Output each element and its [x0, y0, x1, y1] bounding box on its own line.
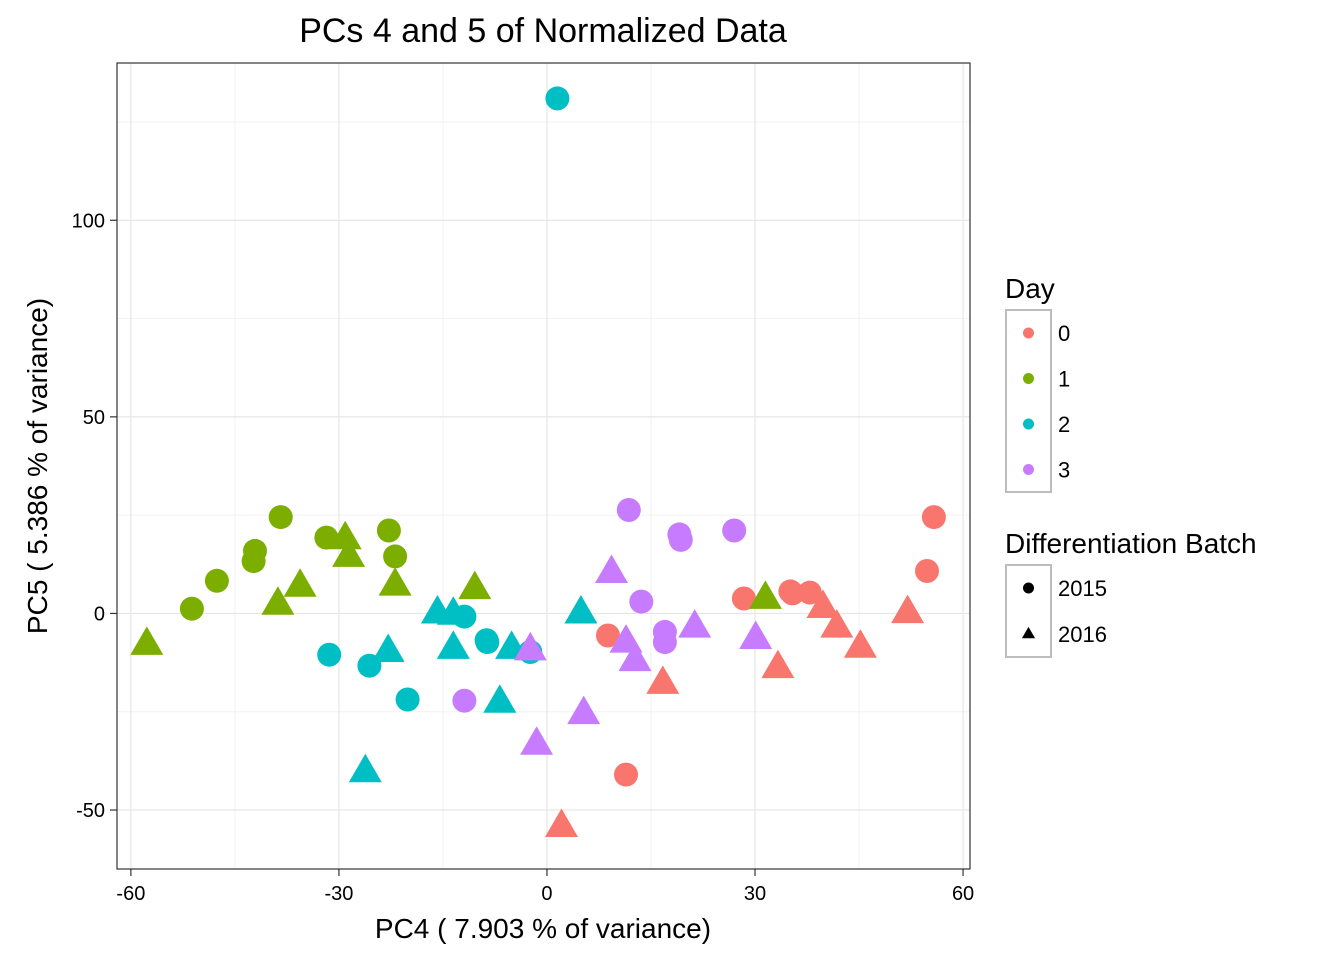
data-point-day1-batch2015-21: [376, 518, 401, 543]
shape-legend: Differentiation Batch 2015 2016: [1005, 528, 1257, 658]
y-axis: -50 0 50 100: [72, 210, 117, 822]
data-point-day2-batch2016-44: [483, 684, 517, 713]
shape-legend-label-2015: 2015: [1058, 576, 1107, 601]
data-point-day2-batch2015-37: [475, 630, 500, 655]
data-point-day3-batch2016-57: [618, 642, 652, 672]
data-point-day3-batch2016-58: [678, 609, 712, 638]
data-point-day0-batch2016-9: [820, 609, 854, 638]
y-tick-label-0: -50: [76, 800, 105, 822]
x-tick-label-3: 30: [744, 883, 766, 905]
data-point-day1-batch2016-24: [261, 586, 295, 615]
x-tick-label-2: 0: [541, 883, 552, 905]
y-tick-label-2: 50: [83, 407, 105, 429]
y-tick-label-1: 0: [94, 603, 105, 625]
x-tick-label-4: 60: [952, 883, 974, 905]
shape-legend-key-box: [1005, 564, 1052, 658]
x-axis: -60 -30 0 30 60: [116, 869, 974, 905]
data-point-day3-batch2016-60: [513, 631, 547, 661]
data-point-day3-batch2016-61: [567, 695, 601, 725]
data-point-day2-batch2016-46: [564, 595, 598, 624]
data-point-day1-batch2016-27: [332, 538, 366, 567]
data-point-day2-batch2015-31: [545, 86, 570, 111]
data-point-day0-batch2015-6: [596, 623, 620, 648]
color-legend-key-3: [1023, 464, 1034, 475]
color-legend-label-1: 1: [1058, 367, 1070, 392]
data-point-day3-batch2015-47: [616, 498, 641, 522]
data-point-day1-batch2016-29: [458, 570, 492, 600]
data-point-day1-batch2016-25: [283, 568, 317, 597]
data-point-day0-batch2015-4: [731, 586, 756, 611]
x-tick-label-1: -30: [324, 883, 353, 905]
data-point-day1-batch2015-15: [179, 596, 204, 621]
data-point-day2-batch2016-40: [436, 596, 470, 625]
data-point-day1-batch2015-16: [204, 568, 229, 593]
x-tick-label-0: -60: [116, 883, 145, 905]
color-legend-label-2: 2: [1058, 412, 1070, 437]
color-legend-key-2: [1023, 418, 1034, 430]
data-point-day1-batch2015-22: [383, 544, 408, 569]
shape-legend-title: Differentiation Batch: [1005, 528, 1257, 559]
x-axis-title: PC4 ( 7.903 % of variance): [375, 913, 711, 944]
data-point-day1-batch2015-18: [241, 549, 266, 574]
data-point-day2-batch2016-43: [348, 753, 382, 783]
color-legend-entries: 0 1 2 3: [1023, 321, 1070, 483]
shape-legend-key-2016: [1021, 626, 1036, 639]
data-point-day3-batch2016-55: [595, 554, 628, 583]
plot-title: PCs 4 and 5 of Normalized Data: [299, 12, 787, 50]
data-point-day2-batch2015-32: [317, 642, 342, 667]
data-point-day0-batch2015-1: [915, 559, 939, 583]
data-point-day0-batch2016-13: [646, 665, 680, 694]
data-point-day0-batch2016-10: [843, 629, 877, 658]
shape-legend-key-2015: [1023, 582, 1034, 594]
data-point-day0-batch2015-3: [797, 580, 822, 605]
data-point-day2-batch2016-41: [436, 630, 470, 659]
data-points: [130, 86, 946, 837]
data-point-day1-batch2016-23: [130, 626, 164, 655]
y-axis-title: PC5 ( 5.386 % of variance): [22, 298, 53, 634]
data-point-day3-batch2015-53: [652, 630, 677, 655]
data-point-day2-batch2015-34: [395, 687, 420, 712]
color-legend: Day 0 1 2 3: [1005, 273, 1070, 493]
plot-panel-border: [116, 62, 971, 870]
data-point-day0-batch2016-14: [545, 808, 578, 837]
data-point-day0-batch2016-8: [806, 589, 840, 618]
data-point-day0-batch2015-0: [921, 505, 946, 530]
color-legend-label-3: 3: [1058, 458, 1070, 483]
data-point-day0-batch2015-7: [614, 762, 638, 787]
data-point-day3-batch2016-62: [520, 726, 554, 755]
data-point-day1-batch2016-28: [378, 567, 412, 596]
minor-gridlines: [117, 63, 970, 869]
color-legend-key-box: [1005, 309, 1052, 493]
data-point-day1-batch2016-30: [748, 580, 782, 609]
data-point-day2-batch2016-42: [371, 633, 405, 662]
shape-legend-entries: 2015 2016: [1021, 576, 1107, 647]
color-legend-label-0: 0: [1058, 321, 1070, 346]
color-legend-key-0: [1023, 327, 1034, 339]
data-point-day0-batch2015-5: [780, 581, 805, 606]
y-tick-label-3: 100: [72, 210, 105, 232]
data-point-day1-batch2016-26: [328, 520, 362, 550]
data-point-day0-batch2016-12: [761, 649, 795, 679]
data-point-day3-batch2015-54: [452, 688, 477, 713]
data-point-day3-batch2015-50: [722, 518, 747, 543]
data-point-day0-batch2016-11: [891, 594, 925, 624]
color-legend-title: Day: [1005, 273, 1055, 304]
data-point-day1-batch2015-19: [268, 505, 293, 530]
data-point-day3-batch2015-49: [668, 527, 693, 552]
data-point-day3-batch2016-59: [739, 620, 773, 649]
major-gridlines: [117, 63, 970, 869]
data-point-day3-batch2015-51: [629, 589, 654, 614]
color-legend-key-1: [1023, 373, 1034, 384]
shape-legend-label-2016: 2016: [1058, 622, 1107, 647]
